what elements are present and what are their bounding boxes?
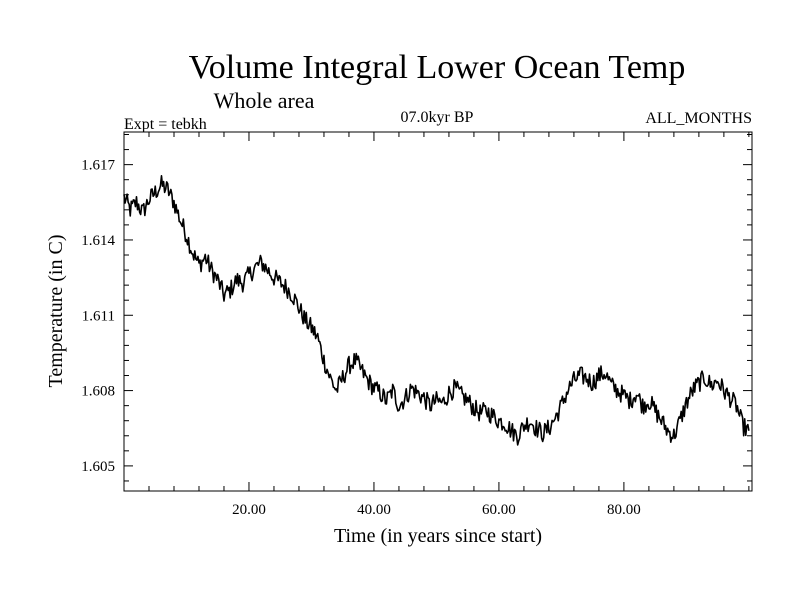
x-tick-label: 40.00 [357,502,391,518]
x-tick-label: 20.00 [232,502,266,518]
y-axis: 1.605 1.608 1.611 1.614 1.617 [81,134,752,482]
plot-frame [123,131,753,492]
experiment-label: Expt = tebkh [124,116,207,133]
y-tick-label: 1.617 [81,158,115,174]
period-label: 07.0kyr BP [401,109,474,126]
chart-subtitle: Whole area [214,88,315,113]
x-axis: 20.00 40.00 60.00 80.00 [148,132,750,518]
y-tick-label: 1.608 [81,384,115,400]
months-label: ALL_MONTHS [645,110,752,127]
y-tick-label: 1.605 [81,459,115,475]
y-tick-label: 1.614 [81,233,115,249]
series-line [123,175,750,446]
y-tick-label: 1.611 [82,308,115,324]
x-tick-label: 80.00 [607,502,641,518]
y-axis-label: Temperature (in C) [45,235,67,388]
chart-title: Volume Integral Lower Ocean Temp [189,49,686,86]
x-axis-label: Time (in years since start) [334,525,542,547]
x-tick-label: 60.00 [482,502,516,518]
